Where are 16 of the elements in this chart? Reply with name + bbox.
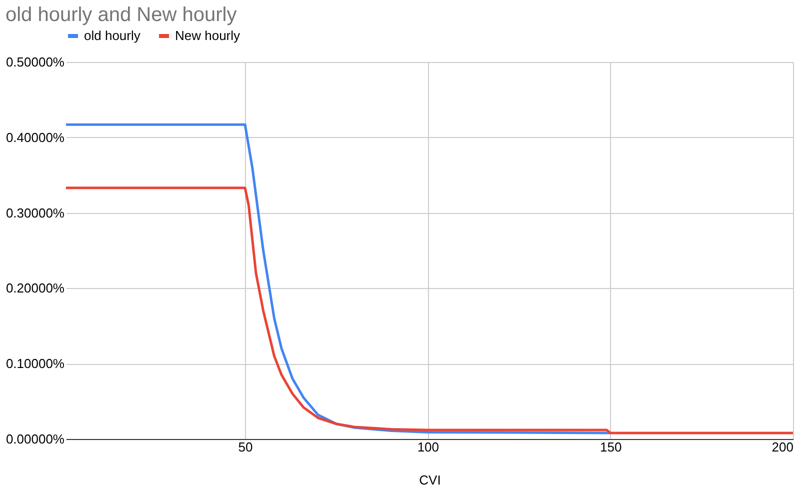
- line-series: [64, 186, 794, 434]
- y-tick-label: 0.40000%: [6, 130, 65, 145]
- y-tick-label: 0.30000%: [6, 205, 65, 220]
- line-series: [64, 123, 612, 434]
- y-tick-label: 0.10000%: [6, 356, 65, 372]
- y-tick-label: 0.50000%: [6, 54, 65, 70]
- x-tick-label: 100: [417, 440, 440, 454]
- legend-label: New hourly: [175, 28, 241, 43]
- chart-title: old hourly and New hourly: [5, 4, 237, 26]
- x-tick-label: 150: [600, 440, 622, 454]
- x-tick-label: 50: [238, 440, 253, 454]
- y-tick-label: 0.20000%: [6, 280, 65, 296]
- x-axis-title: CVI: [419, 472, 441, 488]
- x-tick-label: 200: [772, 440, 794, 454]
- legend-label: old hourly: [84, 28, 141, 43]
- y-tick-label: 0.00000%: [6, 432, 65, 446]
